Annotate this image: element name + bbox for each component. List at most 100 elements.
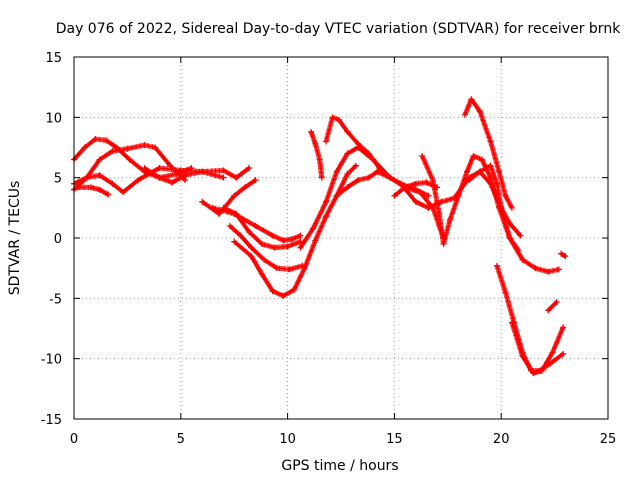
series-arc-21 — [508, 319, 567, 377]
data-point — [429, 177, 436, 184]
data-point — [318, 174, 325, 181]
data-point — [261, 256, 268, 263]
series-arc-20 — [493, 262, 567, 374]
data-point — [391, 192, 398, 199]
data-point — [269, 288, 276, 295]
data-point — [412, 180, 419, 187]
data-point — [252, 177, 259, 184]
data-point — [329, 114, 336, 121]
data-point — [141, 165, 148, 172]
data-point — [344, 184, 351, 191]
data-point — [323, 138, 330, 145]
data-point — [220, 174, 227, 181]
data-point — [476, 168, 483, 175]
data-point — [199, 198, 206, 205]
data-point — [96, 156, 103, 163]
data-point — [288, 236, 295, 243]
data-point — [493, 262, 500, 269]
data-point — [425, 192, 432, 199]
data-point — [446, 216, 453, 223]
data-point — [545, 268, 552, 275]
data-point — [506, 235, 513, 241]
data-point — [152, 144, 159, 151]
data-point — [199, 168, 206, 175]
data-point — [355, 177, 362, 184]
y-tick-label: -15 — [41, 413, 62, 428]
data-point — [468, 96, 475, 103]
data-point — [92, 136, 99, 143]
data-point — [83, 174, 90, 181]
data-point — [374, 168, 381, 175]
x-tick-label: 10 — [279, 432, 296, 447]
data-point — [517, 232, 524, 239]
data-point — [549, 349, 556, 356]
data-point — [365, 150, 372, 157]
series-arc-5 — [141, 165, 253, 186]
data-point — [464, 168, 471, 175]
x-tick-label: 15 — [386, 432, 403, 447]
series-arc-10 — [231, 162, 359, 299]
data-point — [502, 289, 509, 296]
data-point — [291, 286, 298, 293]
data-point — [297, 232, 304, 239]
data-point — [560, 350, 567, 357]
data-point — [273, 265, 280, 272]
data-point — [308, 128, 315, 135]
data-point — [177, 167, 184, 174]
x-tick-label: 0 — [70, 432, 78, 447]
series-arc-23 — [558, 250, 569, 260]
data-point — [156, 174, 163, 181]
data-point — [246, 165, 253, 172]
data-point — [271, 244, 278, 251]
y-axis-label: SDTVAR / TECUs — [7, 181, 23, 296]
axis-ticks: 0 5 10 15 20 25 -15 -10 -5 0 5 10 15 — [41, 51, 617, 447]
data-point — [241, 184, 248, 191]
data-point — [312, 237, 319, 244]
grid — [74, 57, 608, 419]
data-point — [352, 162, 359, 169]
data-point — [344, 150, 351, 157]
data-point — [502, 192, 509, 199]
series-markers — [509, 319, 566, 376]
data-point — [233, 174, 240, 181]
data-point — [397, 180, 404, 187]
data-point — [487, 162, 494, 169]
x-tick-label: 20 — [493, 432, 510, 447]
data-point — [333, 192, 340, 199]
data-point — [553, 298, 560, 305]
y-tick-label: -5 — [49, 292, 62, 307]
data-point — [323, 213, 330, 220]
series-arc-22 — [545, 298, 560, 314]
data-point — [355, 140, 362, 147]
data-point — [344, 128, 351, 135]
data-point — [120, 189, 127, 196]
data-point — [476, 108, 483, 115]
series-markers — [308, 129, 325, 181]
series-markers — [494, 263, 566, 374]
data-point — [344, 171, 351, 178]
series-markers — [558, 251, 568, 259]
data-point — [231, 192, 238, 199]
data-point — [280, 237, 287, 244]
data-point — [297, 244, 304, 251]
data-point — [248, 244, 255, 251]
series-arc-8 — [220, 204, 304, 251]
data-point — [286, 266, 293, 273]
data-point — [258, 271, 265, 278]
series-arc-12 — [308, 128, 325, 181]
data-point — [141, 142, 148, 149]
y-tick-label: -10 — [41, 353, 62, 368]
data-point — [423, 179, 430, 186]
data-point — [519, 256, 526, 263]
data-point — [562, 253, 569, 260]
data-point — [81, 144, 88, 151]
data-point — [436, 210, 443, 217]
data-point — [124, 145, 131, 152]
data-point — [156, 165, 163, 172]
data-point — [246, 228, 253, 235]
data-point — [312, 140, 319, 147]
series-arc-4 — [75, 184, 112, 198]
data-point — [220, 204, 227, 211]
data-point — [376, 165, 383, 172]
series-arc-16 — [391, 179, 441, 199]
